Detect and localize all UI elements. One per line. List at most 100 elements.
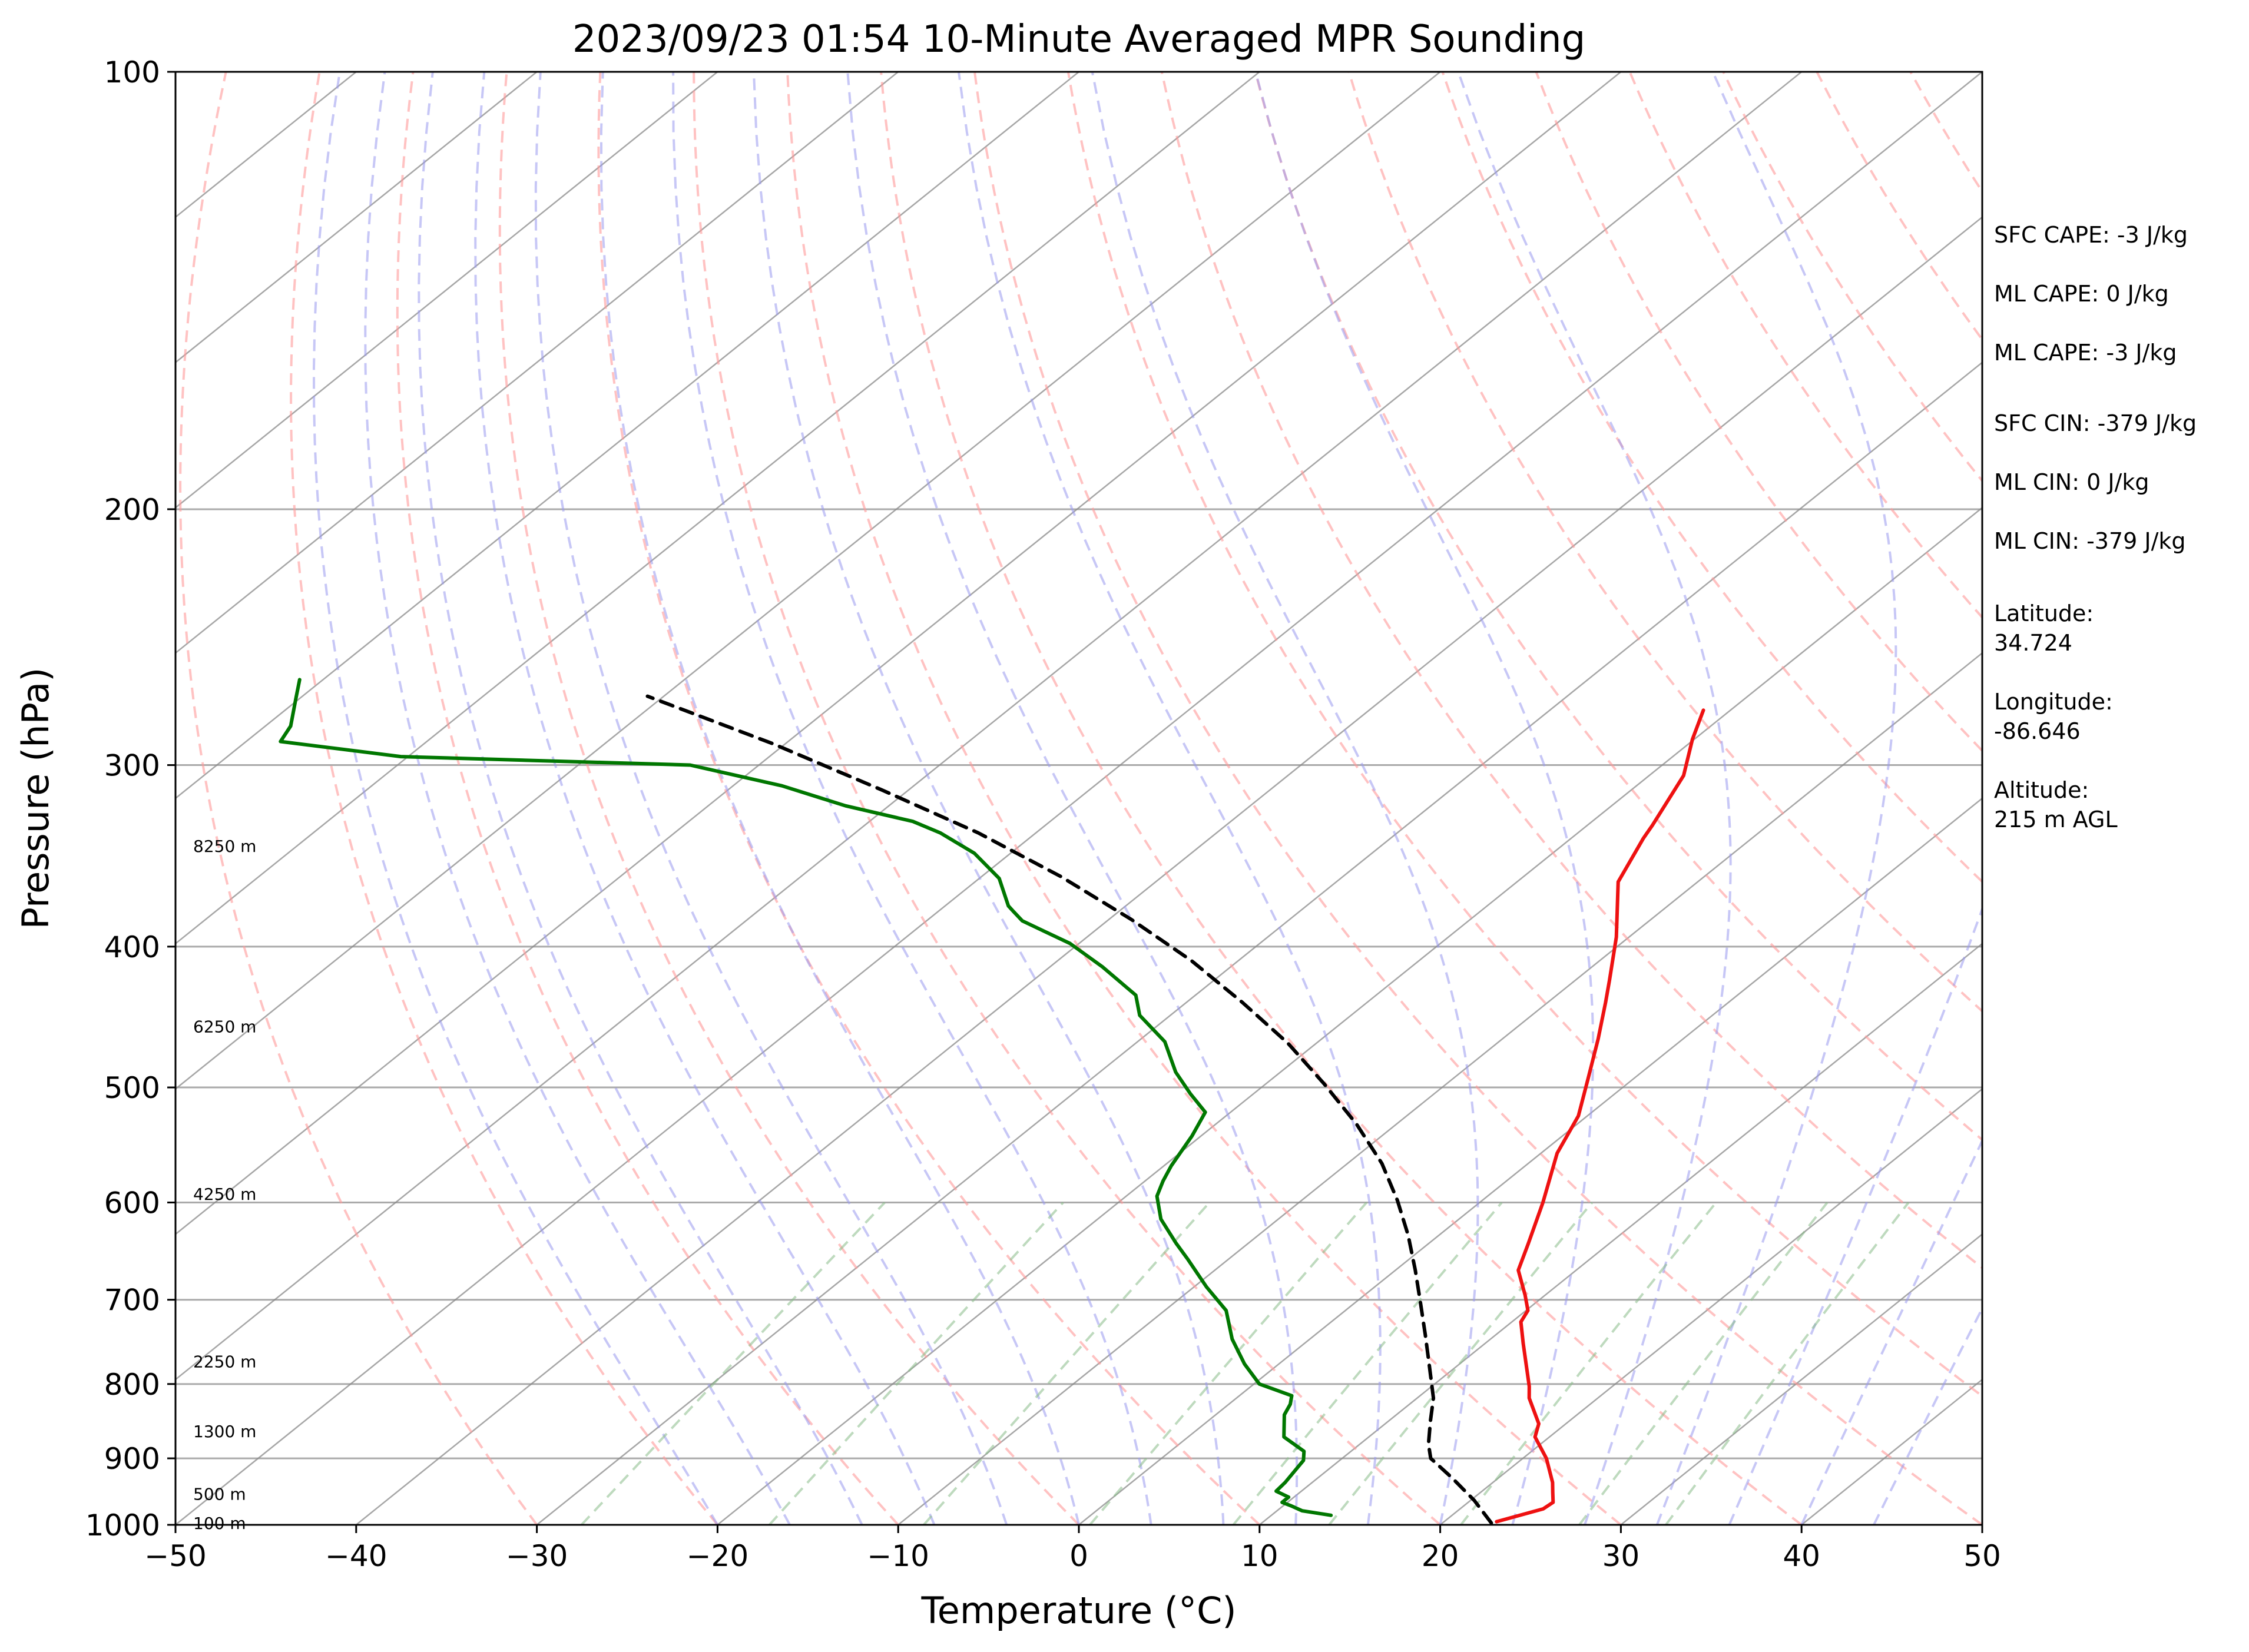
moist-adiabat-line (534, 72, 1008, 1525)
y-tick-label: 700 (104, 1283, 160, 1318)
y-tick-label: 900 (104, 1442, 160, 1476)
longitude-value: -86.646 (1994, 718, 2081, 744)
dry-adiabat-line (1441, 72, 1982, 884)
y-axis-ticks: 100 200 300 400 500 600 700 800 900 1000 (85, 55, 175, 1542)
moist-adiabat-line (1655, 72, 1897, 1525)
dry-adiabat-line (1160, 72, 1982, 1270)
chart-title: 2023/09/23 01:54 10-Minute Averaged MPR … (572, 18, 1585, 61)
moist-adiabat-line (1091, 72, 1479, 1525)
altitude-value: 215 m AGL (1994, 807, 2118, 832)
mixing-ratio-line (1328, 1202, 1594, 1525)
height-label: 4250 m (193, 1185, 256, 1204)
height-labels: 100 m 500 m 1300 m 2250 m 4250 m 6250 m 8250 m (193, 837, 256, 1533)
mixing-ratio-line (580, 1202, 886, 1525)
y-tick-label: 300 (104, 749, 160, 783)
moist-adiabat-line (958, 72, 1382, 1525)
moist-adiabat-line (753, 72, 1225, 1525)
dry-adiabat-line (498, 72, 1080, 1525)
moist-adiabat-line (1873, 1305, 1982, 1525)
ml-cin-2: ML CIN: -379 J/kg (1994, 528, 2186, 554)
dry-adiabat-line (290, 72, 718, 1525)
x-axis-label: Temperature (°C) (920, 1589, 1236, 1632)
temperature-line (1495, 708, 1705, 1524)
dewpoint-line (279, 678, 1333, 1517)
isotherm-line (356, 216, 1982, 1525)
height-label: 100 m (193, 1514, 246, 1533)
isotherm-line (1620, 1233, 1982, 1525)
height-label: 500 m (193, 1484, 246, 1504)
mixing-ratio-line (1578, 1202, 1829, 1525)
moist-adiabat-line (1254, 72, 1595, 1525)
isotherm-line (175, 72, 1079, 800)
info-panel: SFC CAPE: -3 J/kg ML CAPE: 0 J/kg ML CAP… (1994, 222, 2197, 832)
dry-adiabat-line (880, 72, 1803, 1525)
y-tick-label: 100 (104, 55, 160, 89)
x-tick-label: 20 (1422, 1539, 1459, 1573)
sfc-cape: SFC CAPE: -3 J/kg (1994, 222, 2188, 248)
x-tick-label: 30 (1602, 1539, 1640, 1573)
isotherm-line (175, 72, 538, 364)
y-axis-label: Pressure (hPa) (14, 668, 57, 930)
longitude-label: Longitude: (1994, 689, 2113, 715)
dry-adiabat-line (693, 72, 1441, 1525)
moist-adiabat-line (474, 72, 936, 1525)
height-label: 2250 m (193, 1352, 256, 1372)
dry-adiabat-line (1628, 72, 1982, 619)
x-tick-label: 40 (1783, 1539, 1820, 1573)
mixing-ratio-line (1665, 1202, 1910, 1525)
isotherm-line (536, 361, 1982, 1525)
x-tick-label: −20 (687, 1539, 749, 1573)
isotherm-line (175, 72, 1982, 1525)
dry-adiabat-line (396, 72, 899, 1525)
dry-adiabat-line (2191, 72, 2249, 1525)
mixing-ratio-line (1232, 1202, 1503, 1525)
moist-adiabat-line (672, 72, 1152, 1525)
y-tick-label: 800 (104, 1368, 160, 1402)
isotherm-line (1078, 797, 1982, 1525)
isotherm-line (717, 506, 1982, 1525)
y-tick-label: 400 (104, 930, 160, 964)
dry-adiabat-line (1722, 72, 1982, 483)
altitude-label: Altitude: (1994, 777, 2089, 803)
height-label: 8250 m (193, 837, 256, 856)
isotherm-line (1439, 1087, 1982, 1525)
moist-adiabat-line (599, 72, 1080, 1525)
ml-cape: ML CAPE: 0 J/kg (1994, 281, 2169, 307)
y-tick-label: 600 (104, 1186, 160, 1220)
isotherm-line (1259, 943, 1982, 1525)
dry-adiabat-line (1347, 72, 1982, 1013)
x-tick-label: −10 (867, 1539, 929, 1573)
mixing-ratio-line (769, 1202, 1064, 1525)
dry-adiabat-line (973, 72, 1982, 1525)
moist-adiabat-line (846, 72, 1299, 1525)
ml-cape-2: ML CAPE: -3 J/kg (1994, 340, 2177, 366)
x-axis-ticks: −50 −40 −30 −20 −10 0 10 20 30 40 50 (144, 1525, 2001, 1573)
x-tick-label: −50 (144, 1539, 207, 1573)
moist-adiabat-line (1457, 72, 1732, 1525)
mixing-ratio-line (1460, 1202, 1717, 1525)
x-tick-label: 10 (1241, 1539, 1278, 1573)
moist-adiabat-line (364, 72, 791, 1525)
dry-adiabat-line (786, 72, 1622, 1525)
dry-adiabat-line (1816, 72, 1982, 342)
sfc-cin: SFC CIN: -379 J/kg (1994, 410, 2197, 436)
parcel-profile-line (645, 694, 1493, 1525)
x-tick-label: −40 (325, 1539, 387, 1573)
height-label: 1300 m (193, 1422, 256, 1441)
dry-adiabat-line (179, 72, 538, 1525)
isotherm-line (175, 72, 718, 509)
isotherm-line (175, 72, 899, 654)
x-tick-label: −30 (506, 1539, 568, 1573)
latitude-label: Latitude: (1994, 601, 2094, 626)
y-tick-label: 500 (104, 1071, 160, 1105)
moist-adiabat-line (1800, 1137, 1982, 1525)
isotherm-line (175, 72, 1260, 945)
isotherm-line (175, 72, 1441, 1090)
plot-grid (175, 72, 1982, 1525)
latitude-value: 34.724 (1994, 630, 2072, 656)
reference-lines (179, 72, 2249, 1525)
mixing-ratio-line (1089, 1202, 1368, 1525)
dry-adiabat-line (597, 72, 1261, 1525)
dry-adiabat-line (1535, 72, 1982, 753)
